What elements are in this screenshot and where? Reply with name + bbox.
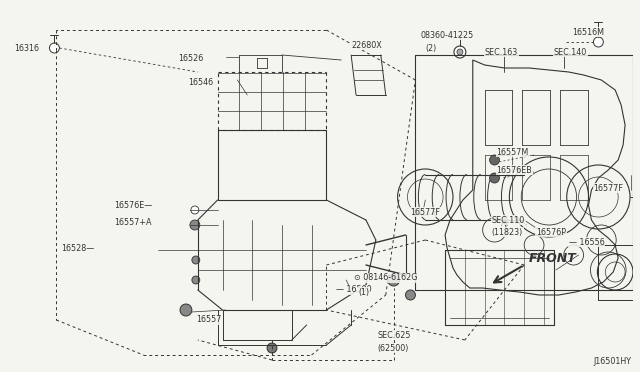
- Circle shape: [490, 155, 499, 165]
- Circle shape: [388, 274, 399, 286]
- Text: 16557+A: 16557+A: [114, 218, 151, 227]
- Text: SEC.110: SEC.110: [492, 215, 525, 224]
- Text: 16577F: 16577F: [410, 208, 440, 217]
- Text: 16577F: 16577F: [593, 183, 623, 192]
- Text: (62500): (62500): [378, 343, 409, 353]
- Text: 16526: 16526: [178, 54, 204, 62]
- Text: 16576P: 16576P: [536, 228, 566, 237]
- Text: 16316: 16316: [14, 44, 39, 52]
- Circle shape: [457, 49, 463, 55]
- Circle shape: [190, 220, 200, 230]
- Circle shape: [267, 343, 277, 353]
- Text: — 16556: — 16556: [569, 237, 604, 247]
- Circle shape: [593, 37, 604, 47]
- Text: 16557M: 16557M: [497, 148, 529, 157]
- Circle shape: [192, 276, 200, 284]
- Text: 16546: 16546: [188, 77, 213, 87]
- Circle shape: [490, 173, 499, 183]
- Circle shape: [49, 43, 60, 53]
- Text: (11823): (11823): [492, 228, 523, 237]
- Text: 16557: 16557: [196, 315, 221, 324]
- Text: 22680X: 22680X: [351, 41, 382, 49]
- Text: 16516M: 16516M: [572, 28, 604, 36]
- Text: — 16500: — 16500: [336, 285, 372, 295]
- Circle shape: [454, 46, 466, 58]
- Text: ⊙ 08146-6162G: ⊙ 08146-6162G: [354, 273, 417, 282]
- Text: (2): (2): [426, 44, 436, 52]
- Text: J16501HY: J16501HY: [593, 357, 632, 366]
- Circle shape: [406, 290, 415, 300]
- Text: SEC.163: SEC.163: [484, 48, 518, 57]
- Circle shape: [192, 256, 200, 264]
- Text: SEC.625: SEC.625: [378, 330, 412, 340]
- Text: 16576E—: 16576E—: [114, 201, 152, 209]
- Circle shape: [180, 304, 192, 316]
- Text: FRONT: FRONT: [529, 251, 577, 264]
- Text: (1): (1): [358, 288, 369, 296]
- Circle shape: [191, 206, 199, 214]
- Text: SEC.140: SEC.140: [554, 48, 587, 57]
- Text: 16576EB: 16576EB: [497, 166, 532, 174]
- Text: 08360-41225: 08360-41225: [420, 31, 474, 39]
- Text: 16528—: 16528—: [61, 244, 95, 253]
